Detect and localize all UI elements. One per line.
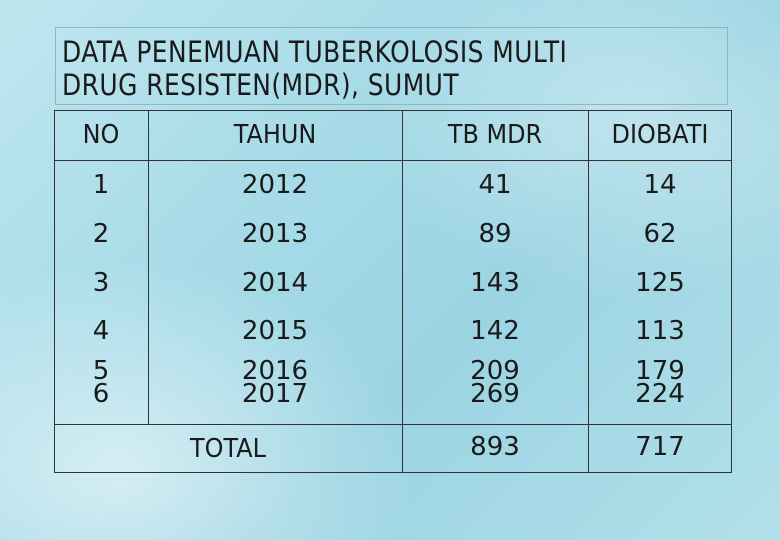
cell-tb-mdr: 89 xyxy=(478,219,512,249)
cell-tahun: 2012 xyxy=(241,170,309,200)
stacked-diobati: 113 179 224 xyxy=(588,315,732,409)
cell-no: 5 xyxy=(92,356,110,386)
cell-diobati: 179 xyxy=(635,356,685,386)
total-tb-mdr: 893 xyxy=(470,432,520,462)
total-diobati: 717 xyxy=(635,432,685,462)
cell-diobati: 14 xyxy=(643,170,677,200)
stacked-no: 4 5 6 xyxy=(54,315,148,409)
total-label: TOTAL xyxy=(190,434,266,464)
cell-diobati: 125 xyxy=(635,268,685,298)
cell-tb-mdr: 209 xyxy=(470,356,520,386)
col-separator-no xyxy=(148,110,149,425)
cell-tb-mdr: 143 xyxy=(470,268,520,298)
data-table: NO TAHUN TB MDR DIOBATI 1 2012 41 14 2 2… xyxy=(54,110,732,473)
cell-tb-mdr: 41 xyxy=(478,170,512,200)
table-border-bottom xyxy=(54,472,732,473)
cell-no: 3 xyxy=(92,268,110,298)
title-line-1: DATA PENEMUAN TUBERKOLOSIS MULTI xyxy=(62,35,568,69)
header-tb-mdr: TB MDR xyxy=(447,120,543,150)
stacked-tb-mdr: 142 209 269 xyxy=(402,315,588,409)
cell-tahun: 2013 xyxy=(241,219,309,249)
cell-no: 2 xyxy=(92,219,110,249)
header-tahun: TAHUN xyxy=(233,120,317,150)
header-no: NO xyxy=(82,120,120,150)
cell-diobati: 62 xyxy=(643,219,677,249)
cell-tahun: 2017 xyxy=(241,379,309,409)
cell-no: 6 xyxy=(92,379,110,409)
title-line-2: DRUG RESISTEN(MDR), SUMUT xyxy=(62,68,460,102)
cell-tb-mdr: 142 xyxy=(470,316,520,346)
title-box: DATA PENEMUAN TUBERKOLOSIS MULTI DRUG RE… xyxy=(55,27,728,105)
stacked-tahun: 2015 2016 2017 xyxy=(148,315,402,409)
table-border-right xyxy=(731,110,732,473)
cell-diobati: 224 xyxy=(635,379,685,409)
col-separator-tahun xyxy=(402,110,403,473)
cell-tahun: 2014 xyxy=(241,268,309,298)
table-border-top xyxy=(54,110,732,111)
cell-diobati: 113 xyxy=(635,316,685,346)
cell-tahun: 2016 xyxy=(241,356,309,386)
header-diobati: DIOBATI xyxy=(611,120,709,150)
cell-tahun: 2015 xyxy=(241,316,309,346)
table-border-left xyxy=(54,110,55,473)
cell-no: 4 xyxy=(92,316,110,346)
cell-tb-mdr: 269 xyxy=(470,379,520,409)
cell-no: 1 xyxy=(92,170,110,200)
table-total-separator xyxy=(54,424,732,425)
col-separator-tbmdr xyxy=(588,110,589,473)
table-header-separator xyxy=(54,160,732,161)
